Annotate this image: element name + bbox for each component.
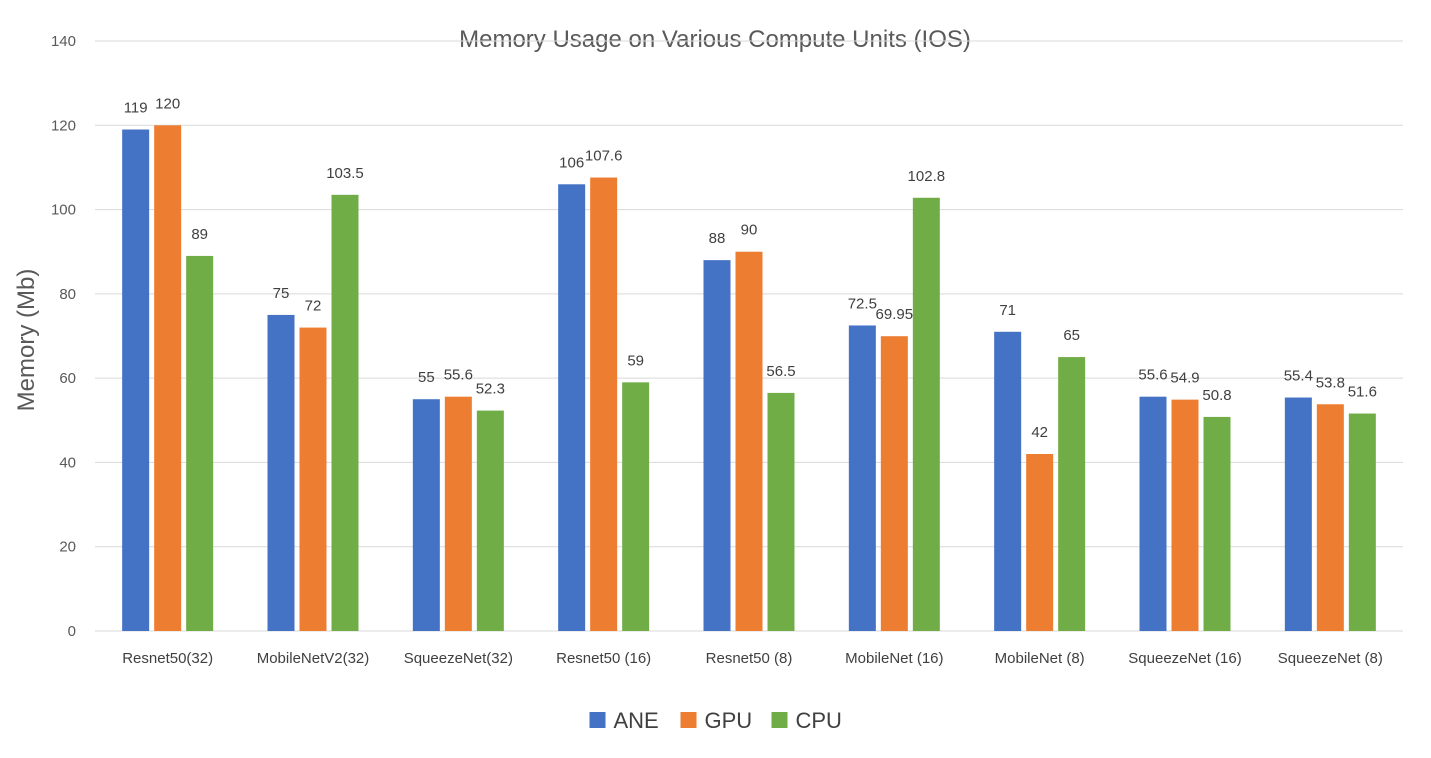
- x-category-label: SqueezeNet (8): [1278, 650, 1383, 667]
- bar-cpu: [1348, 413, 1376, 631]
- data-label: 120: [155, 95, 180, 112]
- y-axis-label: Memory (Mb): [13, 269, 40, 412]
- bar-cpu: [186, 255, 214, 631]
- bar-cpu: [767, 392, 795, 631]
- x-category-label: MobileNetV2(32): [257, 650, 370, 667]
- x-category-label: MobileNet (8): [995, 650, 1085, 667]
- y-tick-label: 80: [59, 286, 76, 303]
- bar-ane: [122, 129, 150, 631]
- y-tick-label: 0: [68, 623, 76, 640]
- legend-label: ANE: [614, 708, 659, 733]
- bar-ane: [1284, 397, 1312, 631]
- bar-ane: [1139, 396, 1167, 631]
- data-label: 90: [741, 222, 758, 239]
- y-tick-label: 60: [59, 370, 76, 387]
- bar-ane: [412, 399, 440, 631]
- data-label: 55: [418, 369, 435, 386]
- y-tick-label: 140: [51, 33, 76, 50]
- bar-gpu: [880, 336, 908, 631]
- data-label: 55.6: [444, 367, 473, 384]
- data-label: 71: [999, 302, 1016, 319]
- data-label: 51.6: [1348, 384, 1377, 401]
- data-label: 72.5: [848, 295, 877, 312]
- y-tick-label: 40: [59, 454, 76, 471]
- x-category-label: SqueezeNet(32): [404, 650, 513, 667]
- bar-gpu: [299, 327, 327, 631]
- bar-cpu: [331, 194, 359, 632]
- bar-gpu: [444, 396, 472, 631]
- bar-cpu: [622, 382, 650, 631]
- data-label: 106: [559, 154, 584, 171]
- data-label: 59: [627, 352, 644, 369]
- data-label: 52.3: [476, 381, 505, 398]
- bar-ane: [848, 325, 876, 631]
- x-category-label: Resnet50 (8): [706, 650, 793, 667]
- data-label: 69.95: [876, 306, 914, 323]
- x-axis-categories: Resnet50(32) MobileNetV2(32) SqueezeNet(32…: [122, 650, 1383, 667]
- bar-cpu: [1203, 416, 1231, 631]
- data-label: 54.9: [1170, 370, 1199, 387]
- bar-gpu: [1026, 454, 1054, 631]
- data-label: 65: [1063, 327, 1080, 344]
- bar-gpu: [1316, 404, 1344, 631]
- bar-ane: [558, 184, 586, 632]
- data-label: 103.5: [326, 165, 364, 182]
- bar-ane: [267, 314, 295, 631]
- x-category-label: MobileNet (16): [845, 650, 943, 667]
- bar-gpu: [590, 177, 618, 632]
- data-label: 89: [191, 226, 208, 243]
- data-label: 55.4: [1284, 368, 1313, 385]
- bar-gpu: [154, 125, 182, 632]
- data-label: 42: [1031, 424, 1048, 441]
- bar-ane: [994, 331, 1022, 631]
- y-tick-label: 20: [59, 539, 76, 556]
- legend-label: GPU: [705, 708, 753, 733]
- bar-cpu: [912, 197, 940, 631]
- bar-cpu: [476, 410, 504, 631]
- bars: [122, 125, 1376, 632]
- x-category-label: Resnet50(32): [122, 650, 213, 667]
- data-label: 56.5: [766, 363, 795, 380]
- data-label: 102.8: [908, 168, 946, 185]
- bar-ane: [703, 260, 731, 631]
- y-tick-label: 120: [51, 117, 76, 134]
- x-category-label: Resnet50 (16): [556, 650, 651, 667]
- data-label: 107.6: [585, 148, 623, 165]
- data-label: 50.8: [1202, 387, 1231, 404]
- x-category-label: SqueezeNet (16): [1128, 650, 1241, 667]
- bar-cpu: [1058, 357, 1086, 631]
- legend: ANE GPU CPU: [589, 708, 842, 733]
- data-label: 119: [124, 100, 148, 117]
- data-label: 53.8: [1316, 374, 1345, 391]
- bar-gpu: [1171, 399, 1199, 631]
- legend-swatch-gpu: [680, 712, 697, 728]
- y-tick-label: 100: [51, 202, 76, 219]
- data-label: 72: [305, 298, 322, 315]
- legend-swatch-cpu: [771, 712, 788, 728]
- legend-swatch-ane: [589, 712, 606, 728]
- chart-title: Memory Usage on Various Compute Units (I…: [459, 26, 971, 53]
- data-label: 55.6: [1138, 367, 1167, 384]
- data-label: 75: [273, 285, 290, 302]
- bar-gpu: [735, 251, 763, 631]
- y-axis-ticks: 0 20 40 60 80 100 120 140: [51, 33, 76, 640]
- legend-label: CPU: [796, 708, 842, 733]
- data-label: 88: [709, 230, 726, 247]
